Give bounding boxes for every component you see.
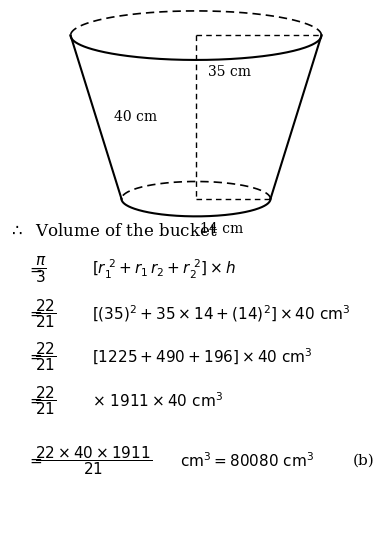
Text: $=$: $=$ xyxy=(27,453,44,468)
Text: $\dfrac{\pi}{3}$: $\dfrac{\pi}{3}$ xyxy=(35,255,47,284)
Text: $[1225 + 490 + 196] \times 40\ \mathrm{cm}^3$: $[1225 + 490 + 196] \times 40\ \mathrm{c… xyxy=(92,347,313,367)
Text: $[r_1^{\ 2} + r_1\,r_2 + r_2^{\ 2}] \times h$: $[r_1^{\ 2} + r_1\,r_2 + r_2^{\ 2}] \tim… xyxy=(92,258,236,281)
Text: 35 cm: 35 cm xyxy=(208,65,251,80)
Text: (b): (b) xyxy=(353,453,374,468)
Text: $\mathrm{cm}^3 = 80080\ \mathrm{cm}^3$: $\mathrm{cm}^3 = 80080\ \mathrm{cm}^3$ xyxy=(180,451,314,470)
Text: $\dfrac{22}{21}$: $\dfrac{22}{21}$ xyxy=(35,297,57,330)
Text: $=$: $=$ xyxy=(27,263,44,277)
Text: 14 cm: 14 cm xyxy=(200,222,243,236)
Text: $\dfrac{22}{21}$: $\dfrac{22}{21}$ xyxy=(35,341,57,373)
Text: $=$: $=$ xyxy=(27,306,44,320)
Text: $=$: $=$ xyxy=(27,393,44,408)
Text: $\therefore$  Volume of the bucket: $\therefore$ Volume of the bucket xyxy=(8,223,218,240)
Text: $\times\ 1911 \times 40\ \mathrm{cm}^3$: $\times\ 1911 \times 40\ \mathrm{cm}^3$ xyxy=(92,391,223,410)
Text: $\dfrac{22}{21}$: $\dfrac{22}{21}$ xyxy=(35,384,57,417)
Text: 40 cm: 40 cm xyxy=(114,110,157,124)
Text: $=$: $=$ xyxy=(27,350,44,364)
Text: $\dfrac{22\times40\times1911}{21}$: $\dfrac{22\times40\times1911}{21}$ xyxy=(35,444,152,477)
Text: $[(35)^2 + 35 \times 14 + (14)^2] \times 40\ \mathrm{cm}^3$: $[(35)^2 + 35 \times 14 + (14)^2] \times… xyxy=(92,303,351,324)
